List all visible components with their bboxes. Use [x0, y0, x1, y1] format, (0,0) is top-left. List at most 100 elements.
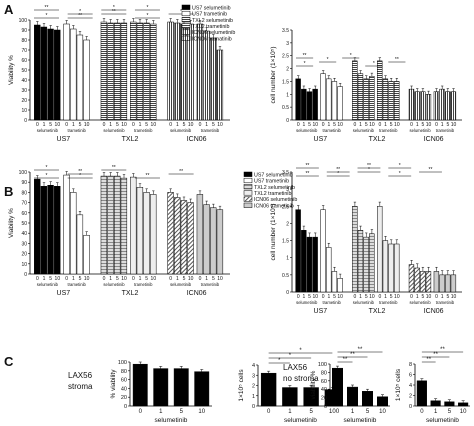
b-cells-y-tick-label: 1.5	[282, 239, 289, 245]
b-viab-bar-us7-trametinib	[70, 192, 77, 275]
a-cells-group-label-us7: US7	[314, 136, 328, 143]
a-cells-dose-label: 1	[416, 122, 419, 128]
b-cells-bar-txl2-trametinib	[388, 243, 394, 293]
a-cells-drug-label: trametinib	[379, 128, 398, 133]
b-cells-drug-label: trametinib	[322, 300, 341, 305]
b-viab-legend-swatch	[243, 190, 253, 196]
c-stroma-cells-y-tick-label: 0	[252, 404, 255, 410]
b-viab-dose-label: 10	[55, 276, 61, 282]
a-cells-dose-label: 0	[410, 122, 413, 128]
a-viab-y-tick-label: 10	[21, 108, 27, 114]
b-cells-group-label-txl2: TXL2	[369, 308, 386, 315]
a-cells-bar-icn06-selumetinib	[414, 91, 420, 121]
c-stroma-viab-y-tick-label: 20	[121, 395, 127, 401]
a-viab-dose-label: 5	[116, 122, 119, 128]
b-cells-drug-label: selumetinib	[409, 300, 431, 305]
b-cells-bar-us7-selumetinib	[312, 236, 318, 293]
b-cells-bar-txl2-selumetinib	[352, 206, 358, 293]
a-cells-dose-label: 1	[441, 122, 444, 128]
a-viab-drug-label: selumetinib	[37, 128, 59, 133]
b-cells-sig-mark: **	[429, 167, 433, 173]
b-cells-y-axis-label: cell number (1×10⁵)	[270, 203, 277, 260]
c-stroma-cells-bar	[260, 372, 277, 407]
c-stroma-cells-dose-label: 10	[329, 409, 336, 415]
a-viab-bar-icn06-selumetinib	[167, 21, 174, 121]
c-nostroma-viab-y-axis-label: viability %	[310, 370, 317, 399]
a-viab-legend-swatch	[181, 10, 191, 17]
b-cells-bar-us7-trametinib	[320, 209, 326, 293]
a-viab-dose-label: 5	[183, 122, 186, 128]
chart-c-stroma-cells: 0 1 2 3 4 1×10⁵ cells 0 1 5 10 selumetinib * * *	[238, 348, 343, 424]
b-viab-bar-icn06-trametinib	[210, 207, 217, 275]
b-cells-dose-label: 1	[327, 294, 330, 300]
b-cells-dose-label: 10	[394, 294, 400, 300]
a-viab-dose-label: 10	[55, 122, 61, 128]
b-cells-bar-icn06-trametinib	[445, 274, 451, 293]
a-viab-dose-label: 0	[103, 122, 106, 128]
a-viab-dose-label: 5	[79, 122, 82, 128]
c-nostroma-cells-dose-label: 5	[448, 409, 452, 415]
a-viab-bar-icn06-trametinib	[210, 37, 217, 121]
a-viab-sig-mark: *	[113, 5, 115, 11]
a-viab-dose-label: 1	[176, 122, 179, 128]
a-cells-bar-icn06-selumetinib	[425, 94, 432, 121]
c-nostroma-cells-y-tick-label: 6	[409, 373, 412, 379]
c-stroma-viab-dose-label: 5	[180, 409, 184, 415]
nostroma-title-line2: no stroma	[283, 374, 319, 383]
a-viab-y-tick-label: 30	[21, 88, 27, 94]
b-viab-sig-mark: **	[179, 169, 183, 175]
b-cells-dose-label: 10	[426, 294, 432, 300]
b-cells-bar-us7-selumetinib	[295, 209, 301, 293]
a-viab-sig-mark: *	[180, 9, 182, 15]
b-viab-dose-label: 5	[183, 276, 186, 282]
b-viab-bar-us7-selumetinib	[47, 185, 54, 275]
b-cells-bar-icn06-selumetinib	[420, 271, 426, 293]
b-cells-bar-icn06-trametinib	[450, 274, 457, 293]
b-cells-sig-mark: **	[305, 171, 309, 177]
c-nostroma-cells-x-axis-label: selumetinib	[426, 417, 459, 424]
stroma-title-line1: LAX56	[68, 371, 93, 380]
a-cells-group-label-txl2: TXL2	[369, 136, 386, 143]
c-nostroma-viab-x-axis-label: selumetinib	[344, 417, 377, 424]
a-cells-drug-label: trametinib	[322, 128, 341, 133]
a-viab-legend-entry: US7 trametinib	[192, 12, 227, 18]
a-viab-legend-swatch	[181, 4, 191, 10]
b-viab-dose-label: 5	[116, 276, 119, 282]
b-viab-bar-us7-trametinib	[83, 234, 90, 275]
panel-a-label: A	[4, 2, 14, 17]
b-viab-bar-us7-selumetinib	[34, 178, 41, 275]
c-nostroma-viab-y-tick-label: 20	[321, 396, 327, 402]
a-cells-dose-label: 10	[426, 122, 432, 128]
b-cells-bar-txl2-selumetinib	[363, 236, 369, 293]
a-cells-y-tick-label: 1.5	[282, 79, 289, 85]
a-viab-bar-us7-selumetinib	[40, 26, 48, 121]
b-viab-dose-label: 1	[205, 276, 208, 282]
a-cells-dose-label: 0	[354, 122, 357, 128]
b-cells-dose-label: 5	[308, 294, 311, 300]
a-viab-bar-us7-selumetinib	[47, 28, 54, 121]
a-viab-group-label-icn06: ICN06	[187, 136, 207, 143]
a-viab-dose-label: 5	[145, 122, 148, 128]
c-stroma-viab-dose-label: 1	[159, 409, 163, 415]
b-viab-bar-us7-selumetinib	[54, 186, 61, 275]
b-viab-sig-mark: *	[79, 173, 81, 179]
b-viab-legend-entry: US7 trametinib	[254, 179, 289, 185]
b-viab-group-label-us7: US7	[57, 290, 71, 297]
c-stroma-viab-y-tick-label: 60	[121, 378, 127, 384]
b-viab-dose-label: 5	[79, 276, 82, 282]
b-viab-bar-txl2-selumetinib	[120, 177, 128, 275]
b-viab-bar-txl2-trametinib	[130, 176, 137, 275]
b-viab-sig-mark: **	[112, 165, 116, 171]
a-cells-bar-txl2-selumetinib	[369, 76, 375, 121]
c-nostroma-cells-bar	[416, 380, 427, 407]
b-viab-bar-txl2-trametinib	[143, 192, 150, 275]
a-viab-dose-label: 5	[49, 122, 52, 128]
b-viab-y-tick-label: 90	[21, 180, 27, 186]
c-stroma-cells-dose-label: 0	[267, 409, 271, 415]
c-stroma-viab-y-tick-label: 80	[121, 369, 127, 375]
b-cells-dose-label: 0	[435, 294, 438, 300]
a-cells-sig-mark: **	[303, 53, 307, 59]
a-viab-legend-entry: TXL2 selumetinib	[192, 18, 233, 24]
